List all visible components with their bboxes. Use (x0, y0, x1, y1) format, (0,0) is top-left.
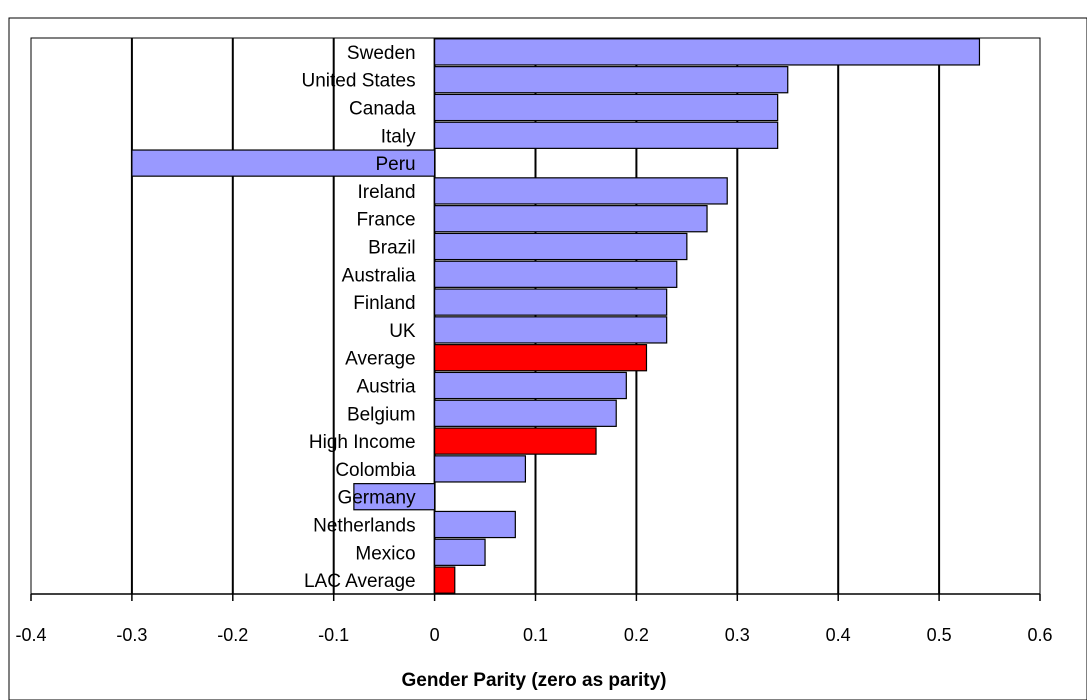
bar (353, 483, 436, 511)
x-tick-label: 0 (430, 625, 440, 645)
bar (434, 232, 688, 261)
bar (434, 566, 456, 594)
x-tick-label: 0.2 (624, 625, 649, 645)
bar (434, 455, 527, 483)
bar (434, 38, 981, 66)
bars (131, 38, 981, 594)
bar (434, 399, 617, 427)
x-tick-label: 0.6 (1027, 625, 1052, 645)
x-tick-label: -0.1 (318, 625, 349, 645)
bar (434, 510, 516, 539)
x-tick-label: 0.1 (523, 625, 548, 645)
category-label: Germany (337, 488, 416, 509)
category-label: LAC Average (304, 571, 416, 592)
category-label: United States (302, 71, 416, 92)
bar (434, 371, 627, 400)
category-label: Mexico (355, 543, 415, 564)
category-label: Netherlands (313, 516, 415, 537)
bar (434, 538, 486, 566)
category-label: Canada (349, 99, 416, 120)
category-label: Brazil (368, 238, 416, 259)
category-label: Sweden (347, 43, 416, 64)
x-tick-label: 0.5 (927, 625, 952, 645)
category-label: Colombia (335, 460, 416, 481)
x-tick-label: 0.4 (826, 625, 851, 645)
x-axis: -0.4 -0.3 -0.2 -0.1 0 0.1 0.2 0.3 0.4 0.5 0.6 (15, 593, 1053, 645)
category-label: Peru (375, 154, 415, 175)
bar (434, 316, 668, 344)
category-label: Ireland (357, 182, 415, 203)
x-tick-label: 0.3 (725, 625, 750, 645)
bar (434, 66, 789, 94)
category-label: Australia (342, 265, 416, 286)
category-label: Average (345, 349, 415, 370)
bar (434, 177, 728, 205)
bar (434, 121, 779, 149)
bar (434, 93, 779, 122)
bar (434, 427, 597, 455)
bar (434, 205, 708, 233)
x-tick-label: -0.2 (217, 625, 248, 645)
bar (434, 344, 648, 372)
x-axis-title: Gender Parity (zero as parity) (401, 670, 666, 691)
bar (434, 260, 678, 288)
bar (434, 288, 668, 316)
category-label: High Income (309, 432, 416, 453)
category-label: UK (389, 321, 416, 342)
category-label: Finland (353, 293, 415, 314)
category-labels: Sweden United States Canada Italy Peru Irelan… (302, 43, 417, 592)
category-label: France (356, 210, 415, 231)
bar (131, 149, 436, 177)
x-tick-label: -0.3 (116, 625, 147, 645)
category-label: Belgium (347, 404, 416, 425)
category-label: Austria (356, 377, 416, 398)
category-label: Italy (381, 126, 416, 147)
x-tick-label: -0.4 (15, 625, 46, 645)
